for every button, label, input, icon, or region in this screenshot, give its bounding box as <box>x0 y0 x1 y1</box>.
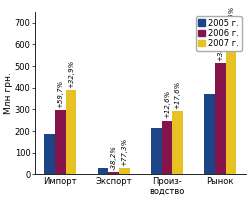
Bar <box>119 168 130 174</box>
Legend: 2005 г., 2006 г., 2007 г.: 2005 г., 2006 г., 2007 г. <box>196 16 242 51</box>
Bar <box>108 172 119 174</box>
Text: +38,4%: +38,4% <box>217 32 223 61</box>
Text: +17,6%: +17,6% <box>174 81 180 109</box>
Text: +24,5%: +24,5% <box>228 5 234 34</box>
Bar <box>55 110 66 174</box>
Y-axis label: Млн грн.: Млн грн. <box>4 72 13 114</box>
Bar <box>151 128 162 174</box>
Bar <box>162 121 172 174</box>
Text: +59,7%: +59,7% <box>57 80 63 108</box>
Bar <box>98 168 108 174</box>
Bar <box>226 36 236 174</box>
Text: +77,3%: +77,3% <box>121 138 127 166</box>
Text: +12,6%: +12,6% <box>164 90 170 118</box>
Bar <box>204 94 215 174</box>
Bar <box>44 134 55 174</box>
Bar <box>215 63 226 174</box>
Bar <box>66 90 76 174</box>
Text: -38,2%: -38,2% <box>110 145 116 170</box>
Text: +32,9%: +32,9% <box>68 59 74 88</box>
Bar <box>172 111 183 174</box>
